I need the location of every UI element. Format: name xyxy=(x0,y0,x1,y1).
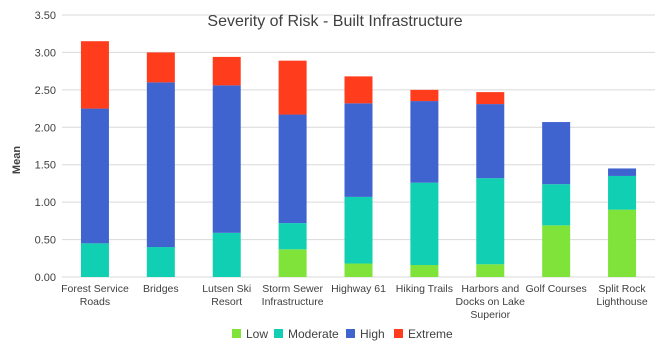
bar-segment-high xyxy=(542,122,571,185)
x-category-label: Bridges xyxy=(143,283,179,295)
bar-segment-extreme xyxy=(476,92,505,105)
bar-segment-high xyxy=(608,168,637,176)
y-tick-label: 2.50 xyxy=(35,85,56,97)
legend-label: Low xyxy=(246,327,268,341)
y-tick-label: 3.00 xyxy=(35,47,56,59)
bars xyxy=(80,41,637,277)
bar-segment-extreme xyxy=(80,41,109,109)
bar-segment-low xyxy=(608,209,637,277)
bar-segment-moderate xyxy=(278,223,307,250)
bar-segment-high xyxy=(278,114,307,224)
legend-swatch-extreme xyxy=(394,329,403,338)
y-tick-label: 2.00 xyxy=(35,122,56,134)
x-axis-categories: Forest Service Roads Bridges Lutsen Ski Reso… xyxy=(61,283,648,321)
bar-segment-moderate xyxy=(344,196,373,264)
bar-segment-low xyxy=(410,265,439,277)
x-category-label: Highway 61 xyxy=(331,283,386,295)
bar-segment-moderate xyxy=(410,182,439,266)
bar-segment-extreme xyxy=(212,56,241,86)
legend: Low Moderate High Extreme xyxy=(232,327,453,341)
bar-segment-extreme xyxy=(146,52,175,83)
y-tick-label: 1.50 xyxy=(35,160,56,172)
bar-segment-high xyxy=(146,82,175,248)
y-tick-label: 0.00 xyxy=(35,272,56,284)
bar-segment-moderate xyxy=(608,175,637,210)
y-axis-label: Mean xyxy=(11,146,23,174)
legend-swatch-moderate xyxy=(274,329,283,338)
y-tick-label: 0.50 xyxy=(35,235,56,247)
y-axis-ticks: 0.00 0.50 1.00 1.50 2.00 2.50 3.00 3.50 xyxy=(35,10,56,284)
legend-swatch-low xyxy=(232,329,241,338)
bar-segment-extreme xyxy=(410,89,439,102)
bar-segment-high xyxy=(80,108,109,244)
x-category-label: Harbors and Docks on Lake Superior xyxy=(456,283,526,321)
bar-segment-moderate xyxy=(542,184,571,226)
bar-segment-moderate xyxy=(212,232,241,277)
bar-segment-low xyxy=(344,263,373,277)
x-category-label: Lutsen Ski Resort xyxy=(202,283,251,308)
bar-segment-low xyxy=(542,225,571,277)
y-tick-label: 3.50 xyxy=(35,10,56,22)
bar-segment-moderate xyxy=(476,178,505,265)
x-category-label: Golf Courses xyxy=(526,283,587,295)
bar-segment-extreme xyxy=(344,76,373,104)
bar-segment-low xyxy=(476,264,505,277)
bar-segment-high xyxy=(344,103,373,197)
x-category-label: Split Rock Lighthouse xyxy=(596,283,648,308)
legend-label: High xyxy=(360,327,385,341)
bar-segment-high xyxy=(410,101,439,183)
legend-label: Moderate xyxy=(288,327,339,341)
x-category-label: Hiking Trails xyxy=(396,283,453,295)
legend-swatch-high xyxy=(346,329,355,338)
bar-segment-low xyxy=(278,249,307,277)
x-category-label: Storm Sewer Infrastructure xyxy=(262,283,324,308)
x-category-label: Forest Service Roads xyxy=(61,283,129,308)
bar-segment-high xyxy=(212,85,241,233)
legend-label: Extreme xyxy=(408,327,453,341)
chart-title: Severity of Risk - Built Infrastructure xyxy=(207,13,462,30)
bar-segment-moderate xyxy=(80,243,109,277)
bar-segment-high xyxy=(476,104,505,179)
bar-segment-moderate xyxy=(146,247,175,277)
y-tick-label: 1.00 xyxy=(35,197,56,209)
bar-segment-extreme xyxy=(278,60,307,115)
